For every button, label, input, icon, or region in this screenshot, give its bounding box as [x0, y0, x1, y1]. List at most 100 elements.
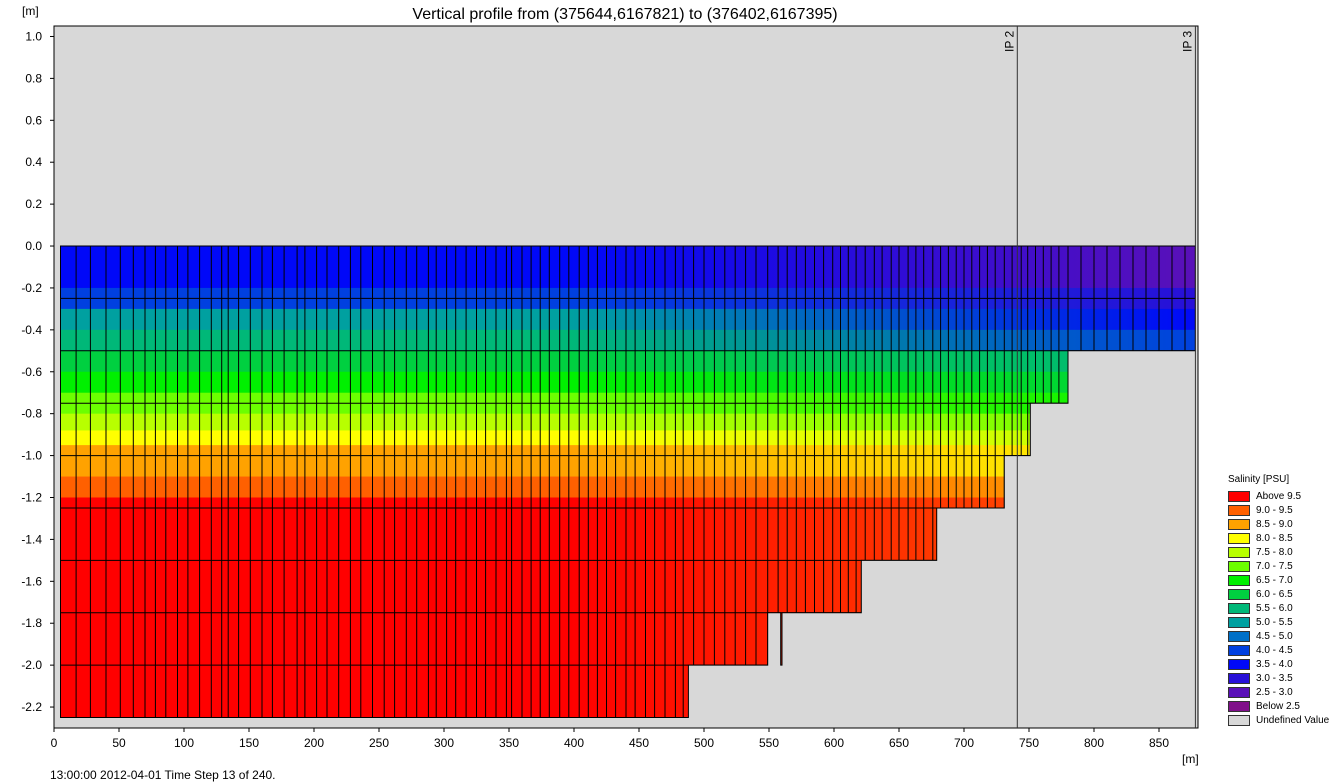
legend-label: 5.0 - 5.5	[1256, 616, 1293, 628]
legend-swatch	[1228, 532, 1250, 544]
legend-swatch	[1228, 560, 1250, 572]
x-tick-label: 450	[629, 736, 649, 750]
x-tick-label: 200	[304, 736, 324, 750]
y-tick-label: -2.0	[21, 658, 42, 672]
legend-item: Below 2.5	[1228, 699, 1329, 713]
legend-swatch	[1228, 616, 1250, 628]
legend-label: 8.5 - 9.0	[1256, 518, 1293, 530]
legend-label: Above 9.5	[1256, 490, 1302, 502]
y-tick-label: 0.8	[25, 71, 42, 85]
legend-swatch	[1228, 490, 1250, 502]
time-step-status: 13:00:00 2012-04-01 Time Step 13 of 240.	[50, 768, 276, 782]
legend-swatch	[1228, 700, 1250, 712]
legend-swatch	[1228, 644, 1250, 656]
y-tick-label: 0.2	[25, 197, 42, 211]
salinity-band	[60, 371, 1196, 394]
salinity-band	[60, 329, 1196, 352]
salinity-band	[60, 350, 1196, 373]
y-axis-unit-label: [m]	[22, 4, 39, 18]
legend-swatch	[1228, 630, 1250, 642]
y-tick-label: -0.4	[21, 323, 42, 337]
legend-label: 6.5 - 7.0	[1256, 574, 1293, 586]
legend-item: 6.5 - 7.0	[1228, 573, 1329, 587]
legend-item: 4.0 - 4.5	[1228, 643, 1329, 657]
y-tick-label: -1.2	[21, 490, 42, 504]
legend-label: 2.5 - 3.0	[1256, 686, 1293, 698]
legend-label: 4.0 - 4.5	[1256, 644, 1293, 656]
legend-label: 7.0 - 7.5	[1256, 560, 1293, 572]
legend-item: 8.0 - 8.5	[1228, 531, 1329, 545]
legend-item: 7.5 - 8.0	[1228, 545, 1329, 559]
legend-label: 4.5 - 5.0	[1256, 630, 1293, 642]
y-tick-label: 1.0	[25, 29, 42, 43]
x-tick-label: 250	[369, 736, 389, 750]
y-tick-label: -1.0	[21, 449, 42, 463]
legend-item: 9.0 - 9.5	[1228, 503, 1329, 517]
salinity-band	[60, 413, 1196, 431]
legend-label: Undefined Value	[1256, 714, 1330, 726]
legend-swatch	[1228, 504, 1250, 516]
y-tick-label: -0.2	[21, 281, 42, 295]
legend-swatch	[1228, 602, 1250, 614]
legend-label: 3.5 - 4.0	[1256, 658, 1293, 670]
salinity-band	[60, 246, 1196, 289]
legend-swatch	[1228, 686, 1250, 698]
salinity-band	[60, 476, 1196, 498]
legend-label: 3.0 - 3.5	[1256, 672, 1293, 684]
legend-item: 2.5 - 3.0	[1228, 685, 1329, 699]
legend-swatch	[1228, 518, 1250, 530]
y-tick-label: -1.4	[21, 532, 42, 546]
legend-label: 5.5 - 6.0	[1256, 602, 1293, 614]
legend-swatch	[1228, 588, 1250, 600]
y-tick-label: -0.8	[21, 407, 42, 421]
legend-label: 8.0 - 8.5	[1256, 532, 1293, 544]
legend-item: Undefined Value	[1228, 713, 1329, 727]
legend-label: Below 2.5	[1256, 700, 1300, 712]
legend-swatch	[1228, 546, 1250, 558]
legend-swatch	[1228, 672, 1250, 684]
x-tick-label: 850	[1149, 736, 1169, 750]
legend-item: 5.5 - 6.0	[1228, 601, 1329, 615]
x-tick-label: 100	[174, 736, 194, 750]
x-axis-unit-label: [m]	[1182, 752, 1199, 766]
y-tick-label: -1.6	[21, 574, 42, 588]
legend-swatch	[1228, 714, 1250, 726]
legend-item: 8.5 - 9.0	[1228, 517, 1329, 531]
x-tick-label: 600	[824, 736, 844, 750]
x-tick-label: 700	[954, 736, 974, 750]
legend-item: 5.0 - 5.5	[1228, 615, 1329, 629]
legend-label: 6.0 - 6.5	[1256, 588, 1293, 600]
x-tick-label: 800	[1084, 736, 1104, 750]
salinity-band	[60, 430, 1196, 446]
legend-title: Salinity [PSU]	[1228, 474, 1290, 485]
legend-item: 4.5 - 5.0	[1228, 629, 1329, 643]
x-tick-label: 300	[434, 736, 454, 750]
legend-item: 3.5 - 4.0	[1228, 657, 1329, 671]
chart-title: Vertical profile from (375644,6167821) t…	[412, 6, 838, 23]
x-tick-label: 350	[499, 736, 519, 750]
legend-label: 9.0 - 9.5	[1256, 504, 1293, 516]
x-tick-label: 550	[759, 736, 779, 750]
x-tick-label: 650	[889, 736, 909, 750]
x-tick-label: 500	[694, 736, 714, 750]
legend-items: Above 9.5 9.0 - 9.5 8.5 - 9.0 8.0 - 8.5 7.5 …	[1228, 489, 1329, 727]
legend-swatch	[1228, 574, 1250, 586]
y-tick-label: -2.2	[21, 700, 42, 714]
salinity-band	[60, 308, 1196, 331]
legend-item: Above 9.5	[1228, 489, 1329, 503]
x-tick-label: 150	[239, 736, 259, 750]
profile-outline	[60, 245, 1196, 719]
observation-point-label: IP 3	[1180, 31, 1194, 52]
x-tick-label: 750	[1019, 736, 1039, 750]
legend-label: 7.5 - 8.0	[1256, 546, 1293, 558]
legend-swatch	[1228, 658, 1250, 670]
y-tick-label: -0.6	[21, 365, 42, 379]
legend-item: 7.0 - 7.5	[1228, 559, 1329, 573]
y-tick-label: 0.6	[25, 113, 42, 127]
legend: Salinity [PSU] Above 9.5 9.0 - 9.5 8.5 - 9…	[1228, 474, 1329, 727]
y-tick-label: 0.0	[25, 239, 42, 253]
x-tick-label: 0	[51, 736, 58, 750]
observation-point-label: IP 2	[1002, 31, 1016, 52]
legend-item: 6.0 - 6.5	[1228, 587, 1329, 601]
x-tick-label: 400	[564, 736, 584, 750]
